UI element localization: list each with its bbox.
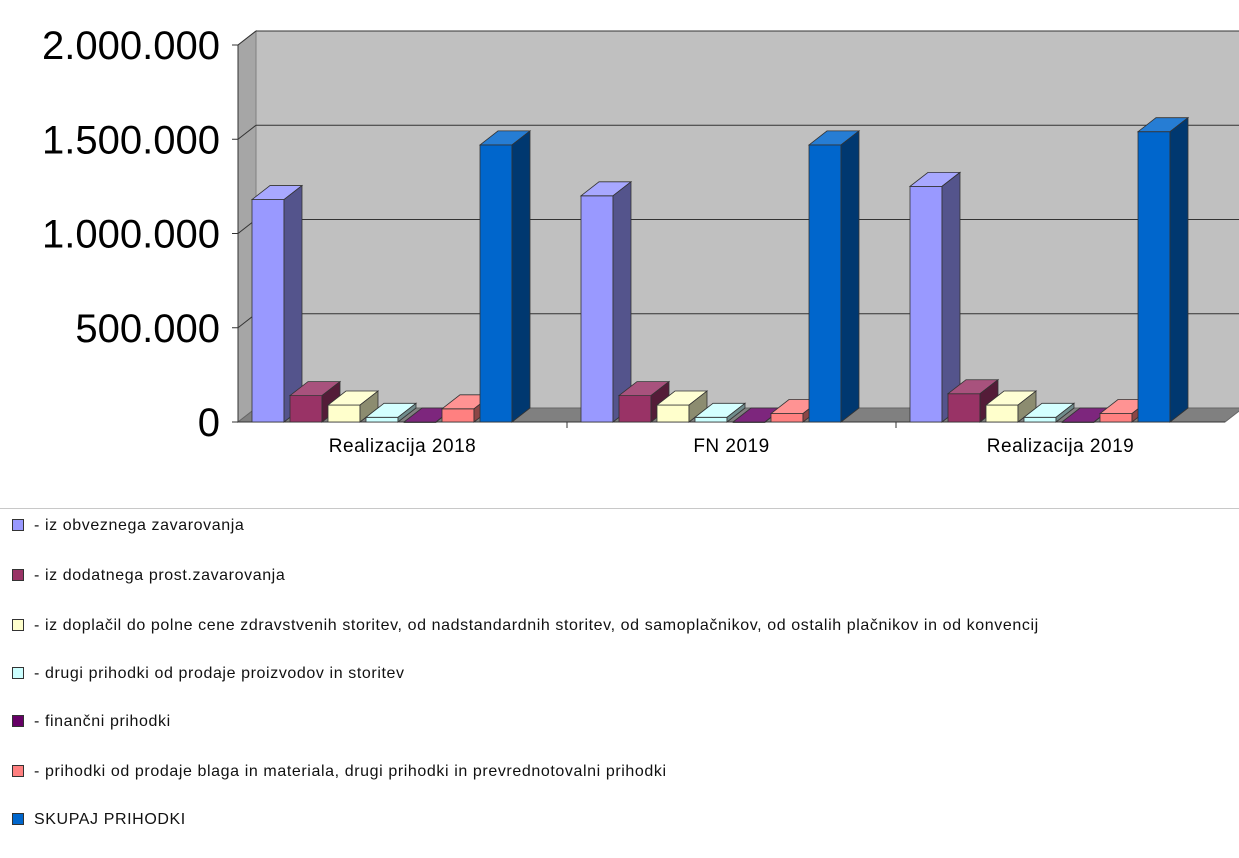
x-tick-label: FN 2019 bbox=[693, 436, 769, 457]
bar-front bbox=[442, 409, 474, 422]
legend-entry: - prihodki od prodaje blaga in materiala… bbox=[12, 761, 1239, 783]
legend-swatch bbox=[12, 715, 24, 727]
legend-label: - drugi prihodki od prodaje proizvodov i… bbox=[34, 665, 405, 682]
bar-side bbox=[613, 182, 631, 422]
bar-front bbox=[948, 394, 980, 422]
bar-side bbox=[512, 131, 530, 422]
bar bbox=[252, 186, 302, 422]
bar-front bbox=[619, 396, 651, 422]
bar-front bbox=[1138, 132, 1170, 422]
bar-side bbox=[1170, 118, 1188, 422]
x-tick-label: Realizacija 2018 bbox=[329, 436, 476, 457]
legend-swatch bbox=[12, 519, 24, 531]
y-tick-label: 1.000.000 bbox=[42, 213, 220, 257]
bar-side bbox=[284, 186, 302, 422]
bar-side bbox=[942, 172, 960, 422]
legend-entry: - drugi prihodki od prodaje proizvodov i… bbox=[12, 663, 1239, 685]
legend-entry: - iz doplačil do polne cene zdravstvenih… bbox=[12, 615, 1239, 637]
bar-front bbox=[1100, 414, 1132, 422]
legend-swatch bbox=[12, 667, 24, 679]
y-tick-label: 2.000.000 bbox=[42, 24, 220, 68]
legend-label: - iz doplačil do polne cene zdravstvenih… bbox=[34, 617, 1039, 634]
legend-label: SKUPAJ PRIHODKI bbox=[34, 811, 186, 828]
bar-front bbox=[986, 405, 1018, 422]
bar-front bbox=[695, 417, 727, 422]
bar bbox=[480, 131, 530, 422]
y-tick-label: 500.000 bbox=[75, 307, 220, 351]
legend-swatch bbox=[12, 765, 24, 777]
bar-front bbox=[771, 414, 803, 422]
legend-label: - iz obveznega zavarovanja bbox=[34, 517, 244, 534]
bar-front bbox=[328, 405, 360, 422]
legend-label: - iz dodatnega prost.zavarovanja bbox=[34, 567, 285, 584]
bar-front bbox=[290, 396, 322, 422]
bar bbox=[910, 172, 960, 422]
bar-front bbox=[809, 145, 841, 422]
legend-entry: SKUPAJ PRIHODKI bbox=[12, 809, 1239, 831]
bar bbox=[809, 131, 859, 422]
y-tick-label: 1.500.000 bbox=[42, 118, 220, 162]
bar-side bbox=[841, 131, 859, 422]
bar bbox=[581, 182, 631, 422]
legend-swatch bbox=[12, 813, 24, 825]
bar-front bbox=[581, 196, 613, 422]
legend-swatch bbox=[12, 619, 24, 631]
legend-entry: - iz dodatnega prost.zavarovanja bbox=[12, 565, 1239, 587]
y-tick-label: 0 bbox=[198, 401, 220, 445]
legend-entry: - finančni prihodki bbox=[12, 711, 1239, 733]
bar-front bbox=[910, 186, 942, 422]
legend-swatch bbox=[12, 569, 24, 581]
bar-chart: 0 500.000 1.000.000 1.500.000 2.000.000 Reali… bbox=[0, 0, 1239, 500]
legend-entry: - iz obveznega zavarovanja bbox=[12, 515, 1239, 537]
x-tick-label: Realizacija 2019 bbox=[987, 436, 1134, 457]
bar bbox=[1138, 118, 1188, 422]
bar-front bbox=[252, 200, 284, 422]
bar-front bbox=[480, 145, 512, 422]
legend-label: - finančni prihodki bbox=[34, 713, 171, 730]
bar-front bbox=[366, 417, 398, 422]
bar-front bbox=[1024, 417, 1056, 422]
legend-label: - prihodki od prodaje blaga in materiala… bbox=[34, 763, 667, 780]
legend-divider bbox=[0, 508, 1239, 509]
bar-front bbox=[657, 405, 689, 422]
